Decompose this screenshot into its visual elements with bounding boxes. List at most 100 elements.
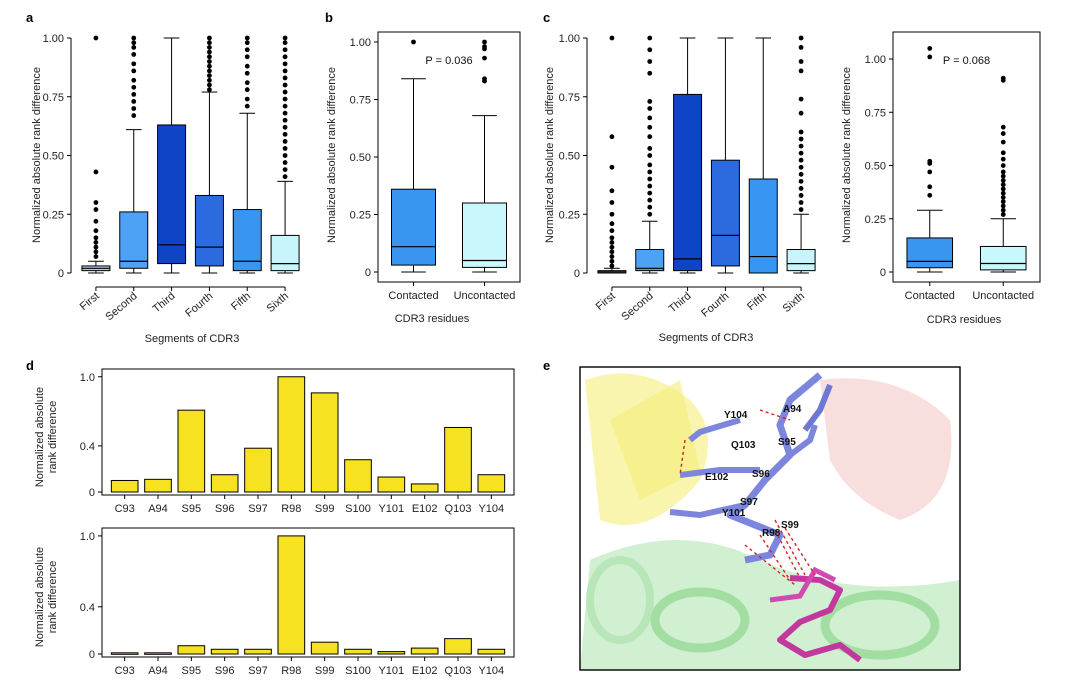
x-tick-label-a94: A94	[148, 665, 168, 677]
outlier-point-first	[93, 254, 99, 259]
bar-s97	[244, 447, 272, 493]
residue-label-q103: Q103	[731, 440, 756, 451]
y-tick-label: 0.75	[350, 95, 371, 107]
x-tick-label-a94: A94	[148, 503, 168, 515]
outlier-point-fifth	[244, 40, 250, 46]
x-tick-label-fourth: Fourth	[183, 290, 215, 320]
outlier-point-first	[609, 249, 615, 255]
outlier-point-second	[647, 211, 653, 217]
outlier-point-uncontacted	[1000, 169, 1006, 175]
outlier-point-sixth	[798, 45, 804, 50]
bar-r98	[277, 535, 306, 655]
outlier-point-uncontacted	[1000, 163, 1006, 168]
outlier-point-first	[609, 235, 615, 241]
x-tick-label-y101: Y101	[378, 665, 404, 677]
outlier-point-fifth	[244, 70, 250, 76]
y-tick-label: 0.50	[43, 151, 64, 163]
outlier-point-first	[609, 35, 615, 41]
outlier-point-first	[609, 228, 615, 234]
bar-y104	[477, 474, 506, 493]
y-tick-label: 0	[880, 267, 886, 279]
plot-frame	[101, 527, 515, 658]
outlier-point-sixth	[282, 110, 288, 116]
outlier-point-contacted	[927, 169, 933, 175]
outlier-point-contacted	[927, 184, 933, 190]
outlier-point-first	[93, 240, 99, 245]
residue-label-s95: S95	[778, 437, 796, 448]
x-tick-label-q103: Q103	[445, 503, 472, 515]
y-tick-label: 0.25	[43, 209, 64, 221]
residue-label-s99: S99	[781, 520, 799, 531]
x-tick-label-s100: S100	[345, 665, 371, 677]
outlier-point-first	[609, 263, 615, 269]
outlier-point-first	[609, 244, 615, 250]
outlier-point-sixth	[282, 103, 288, 109]
outlier-point-first	[609, 240, 615, 245]
outlier-point-fourth	[207, 45, 212, 50]
outlier-point-second	[131, 61, 137, 67]
y-tick-label: 1.00	[559, 33, 580, 45]
outlier-point-sixth	[798, 193, 804, 198]
ylabel-d1-line2: rank difference	[47, 401, 59, 474]
ligand-sticks-2	[769, 566, 837, 603]
y-tick-label: 1.0	[80, 531, 95, 543]
green-helix-coil-3	[586, 556, 654, 644]
bar-q103	[444, 638, 472, 655]
outlier-point-second	[647, 197, 653, 203]
panel-letter-d: d	[26, 358, 34, 373]
outlier-point-uncontacted	[1000, 212, 1006, 217]
outlier-point-fourth	[207, 54, 212, 60]
outlier-point-sixth	[282, 153, 288, 158]
residue-label-e102: E102	[705, 472, 729, 483]
outlier-point-fourth	[207, 49, 212, 55]
outlier-point-sixth	[282, 35, 288, 41]
outlier-point-fourth	[207, 63, 212, 69]
outlier-point-sixth	[798, 207, 804, 212]
cdr3-sidechain-2	[679, 467, 760, 478]
box-sixth	[270, 234, 300, 272]
bar-s96	[210, 648, 239, 655]
y-tick-label: 0.75	[559, 92, 580, 104]
outlier-point-uncontacted	[1000, 75, 1006, 81]
outlier-point-uncontacted	[1000, 195, 1006, 200]
y-tick-label: 0.4	[80, 441, 95, 453]
x-tick-label-second: Second	[103, 290, 139, 323]
chart-a-segments-boxplot: 0 0.25 0.50 0.75 1.00 First Second Third Fourth F…	[43, 33, 300, 323]
outlier-point-second	[647, 153, 653, 158]
outlier-point-fourth	[207, 59, 212, 64]
x-tick-label-uncontacted: Uncontacted	[972, 290, 1034, 302]
p-value-annotation: P = 0.068	[943, 55, 990, 67]
outlier-point-sixth	[282, 40, 288, 46]
y-tick-label: 0.75	[43, 92, 64, 104]
x-tick-label-fifth: Fifth	[745, 290, 769, 313]
cdr3-sidechain-4	[788, 424, 818, 458]
y-tick-label: 0	[365, 267, 371, 279]
x-tick-label-s97: S97	[248, 503, 268, 515]
outlier-point-second	[131, 68, 137, 74]
outlier-point-second	[131, 84, 137, 90]
panel-letter-e: e	[543, 358, 550, 373]
outlier-point-sixth	[798, 59, 804, 64]
outlier-point-sixth	[282, 89, 288, 95]
x-tick-label-first: First	[594, 290, 618, 313]
xlabel-b: CDR3 residues	[395, 313, 470, 325]
outlier-point-fifth	[244, 103, 250, 109]
outlier-point-contacted	[927, 158, 933, 164]
outlier-point-second	[131, 40, 137, 46]
ylabel-c: Normalized absolute rank difference	[544, 67, 556, 243]
panel-letter-c: c	[543, 10, 550, 25]
outlier-point-first	[609, 200, 615, 205]
structure-panel: Y104 A94 Q103 S95 E102 S96 S97 Y101 S99 …	[579, 366, 961, 671]
outlier-point-second	[131, 99, 137, 104]
chart-c2-contacted-boxplot: 0 0.25 0.50 0.75 1.00 Contacted Uncontacted P =…	[865, 31, 1041, 302]
outlier-point-fourth	[207, 35, 212, 41]
chart-c-segments-boxplot: 0 0.25 0.50 0.75 1.00 First Second Third Fourth F…	[559, 33, 816, 323]
x-tick-label-s96: S96	[215, 665, 235, 677]
outlier-point-sixth	[282, 160, 288, 165]
outlier-point-second	[647, 99, 653, 104]
box-uncontacted	[979, 245, 1027, 271]
outlier-point-second	[647, 146, 653, 151]
panel-letter-b: b	[325, 10, 333, 25]
outlier-point-second	[131, 77, 137, 83]
